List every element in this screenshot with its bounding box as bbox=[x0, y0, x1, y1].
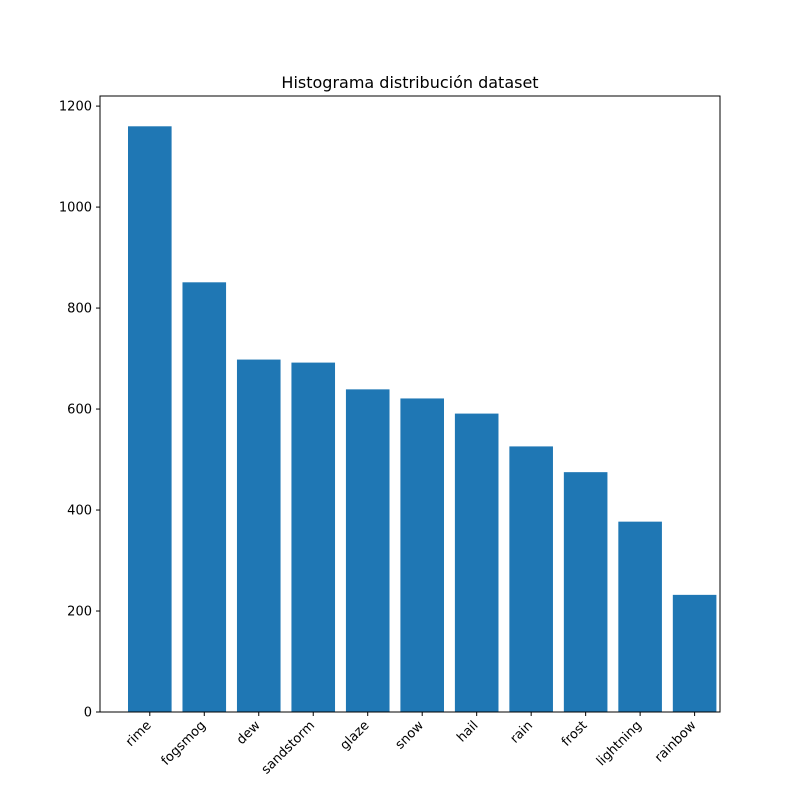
bar-snow bbox=[400, 398, 444, 712]
bar-dew bbox=[236, 359, 281, 712]
bar-fogsmog bbox=[182, 282, 227, 712]
y-tick-label: 800 bbox=[67, 302, 92, 317]
bar-rainbow bbox=[672, 594, 717, 712]
y-tick-label: 1000 bbox=[59, 201, 92, 216]
bar-frost bbox=[563, 472, 608, 712]
y-axis-ticks: 0 200 400 600 800 1000 1200 bbox=[59, 100, 100, 721]
y-tick-label: 200 bbox=[67, 605, 92, 620]
y-tick-label: 400 bbox=[67, 504, 92, 519]
bar-glaze bbox=[345, 389, 390, 712]
bar-lightning bbox=[618, 521, 662, 712]
plot-frame bbox=[99, 95, 721, 713]
bar-rime bbox=[128, 126, 172, 713]
bar-sandstorm bbox=[291, 362, 336, 712]
bars-group bbox=[128, 126, 717, 713]
y-tick-label: 600 bbox=[67, 403, 92, 418]
chart-title: Histograma distribución dataset bbox=[281, 73, 538, 92]
bar-rain bbox=[509, 446, 553, 712]
y-tick-label: 0 bbox=[84, 706, 92, 721]
bar-hail bbox=[454, 413, 499, 712]
y-tick-label: 1200 bbox=[59, 100, 92, 115]
